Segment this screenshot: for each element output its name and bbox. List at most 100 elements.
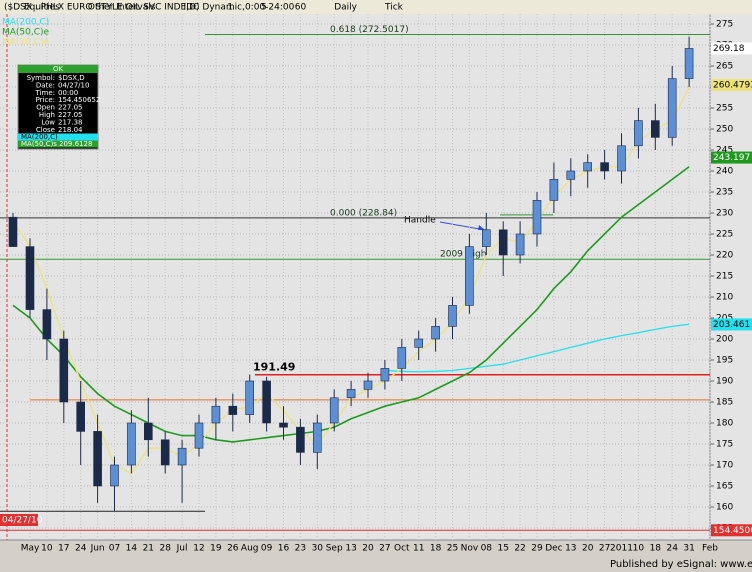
candle-body	[431, 326, 440, 340]
data-window-title: OK	[53, 65, 64, 73]
candle-body	[566, 170, 576, 180]
toolbar-item[interactable]: 60	[295, 3, 307, 13]
candle-body	[684, 48, 694, 79]
candle-body	[465, 246, 474, 306]
y-tick-label: 215	[716, 271, 733, 281]
y-tick-label: 190	[716, 376, 733, 386]
y-tick-label: 180	[716, 418, 733, 428]
level-label: 0.618 (272.5017)	[330, 25, 409, 35]
candle-body	[312, 422, 322, 453]
data-label: Date:	[36, 81, 55, 89]
value-box-label: 243.197	[713, 153, 750, 163]
x-tick-label: 29	[531, 544, 543, 554]
candle-body	[650, 120, 660, 138]
toolbar-item[interactable]: Tick	[384, 3, 404, 13]
x-tick-label: 15	[497, 544, 508, 554]
candle-body	[76, 401, 85, 432]
candle-body	[414, 338, 424, 348]
footer: Published by eSignal: www.esignal.com	[610, 559, 752, 570]
y-tick-label: 225	[716, 229, 733, 239]
value-box-label: 154.4506	[713, 526, 752, 536]
legend-entry: MA(50,C)e	[2, 28, 50, 38]
x-tick-label: Nov	[461, 544, 479, 554]
toolbar-item[interactable]: Daily	[334, 3, 357, 13]
toolbar-item[interactable]: Equities	[24, 3, 60, 13]
data-label: Price:	[36, 96, 55, 104]
x-tick-label: 20	[362, 544, 374, 554]
data-label: Low	[41, 118, 55, 126]
y-tick-label: 170	[716, 460, 733, 470]
x-tick-label: 08	[481, 544, 493, 554]
x-tick-label: 16	[278, 544, 290, 554]
candle-body	[93, 431, 102, 487]
x-tick-label: Feb	[702, 544, 718, 554]
x-tick-label: Jul	[176, 544, 188, 554]
candle-body	[59, 338, 69, 403]
y-tick-label: 245	[716, 145, 733, 155]
ma-row-text: 209.6128	[59, 140, 92, 148]
candle-body	[279, 422, 288, 428]
value-box-label: 203.461	[713, 320, 750, 330]
y-tick-label: 275	[716, 19, 733, 29]
x-tick-label: 28	[159, 544, 171, 554]
toolbar	[0, 0, 752, 14]
ma-row-text: MA(200,C)	[21, 133, 58, 141]
y-tick-label: 185	[716, 397, 733, 407]
candle-body	[346, 389, 356, 399]
x-tick-label: 19	[210, 544, 222, 554]
value-box	[711, 318, 752, 331]
candle-body	[177, 447, 187, 466]
x-tick-label: 21	[143, 544, 154, 554]
candle-body	[397, 347, 407, 369]
arrowhead	[478, 225, 485, 230]
x-tick-label: 20	[582, 544, 594, 554]
x-tick-label: 30	[312, 544, 324, 554]
x-tick-label: 2011	[610, 544, 633, 554]
candle-body	[549, 179, 559, 201]
ma-row	[18, 140, 98, 148]
toolbar-item[interactable]: Other Intervals	[88, 3, 156, 13]
data-value: 00:00	[58, 89, 78, 97]
x-tick-label: 24	[666, 544, 678, 554]
plot-bg	[0, 14, 752, 540]
x-tick-label: 13	[345, 544, 356, 554]
candle-body	[42, 309, 52, 340]
x-tick-label: 18	[650, 544, 662, 554]
x-tick-label: Aug	[241, 544, 259, 554]
data-window-header	[18, 65, 98, 73]
candle-body	[144, 422, 153, 441]
value-box	[711, 524, 752, 537]
legend-entry: MA(200,C)	[2, 18, 49, 28]
data-value: $DSX,D	[58, 74, 85, 82]
value-box	[711, 78, 752, 91]
candle-body	[25, 246, 35, 310]
data-value: 218.04	[58, 126, 83, 134]
candle-body	[127, 422, 136, 466]
y-tick-label: 235	[716, 187, 733, 197]
toolbar-item[interactable]: 5	[261, 3, 267, 13]
data-label: Symbol:	[27, 74, 55, 82]
y-tick-label: 200	[716, 334, 733, 344]
x-tick-label: 10	[633, 544, 645, 554]
candle-body	[448, 305, 457, 327]
y-tick-label: 175	[716, 439, 733, 449]
x-tick-label: 25	[447, 544, 458, 554]
x-tick-label: 27	[379, 544, 390, 554]
x-tick-label: 22	[514, 544, 525, 554]
candle-body	[515, 233, 525, 256]
data-value: 227.05	[58, 111, 83, 119]
x-tick-label: 07	[109, 544, 120, 554]
candle-body	[667, 78, 677, 138]
x-tick-label: Dec	[545, 544, 562, 554]
toolbar-item[interactable]: 1	[227, 3, 233, 13]
y-tick-label: 195	[716, 355, 733, 365]
value-box	[711, 151, 752, 164]
x-tick-label: 24	[75, 544, 87, 554]
status-bar	[0, 556, 752, 572]
data-value: 04/27/10	[58, 81, 89, 89]
chart-title: ($DSX . PHLX EURO STYLE OIL SVC INDE,D) …	[4, 3, 295, 13]
x-tick-label: 13	[565, 544, 576, 554]
candle-body	[8, 216, 18, 247]
toolbar-item[interactable]: IDC	[183, 3, 199, 13]
